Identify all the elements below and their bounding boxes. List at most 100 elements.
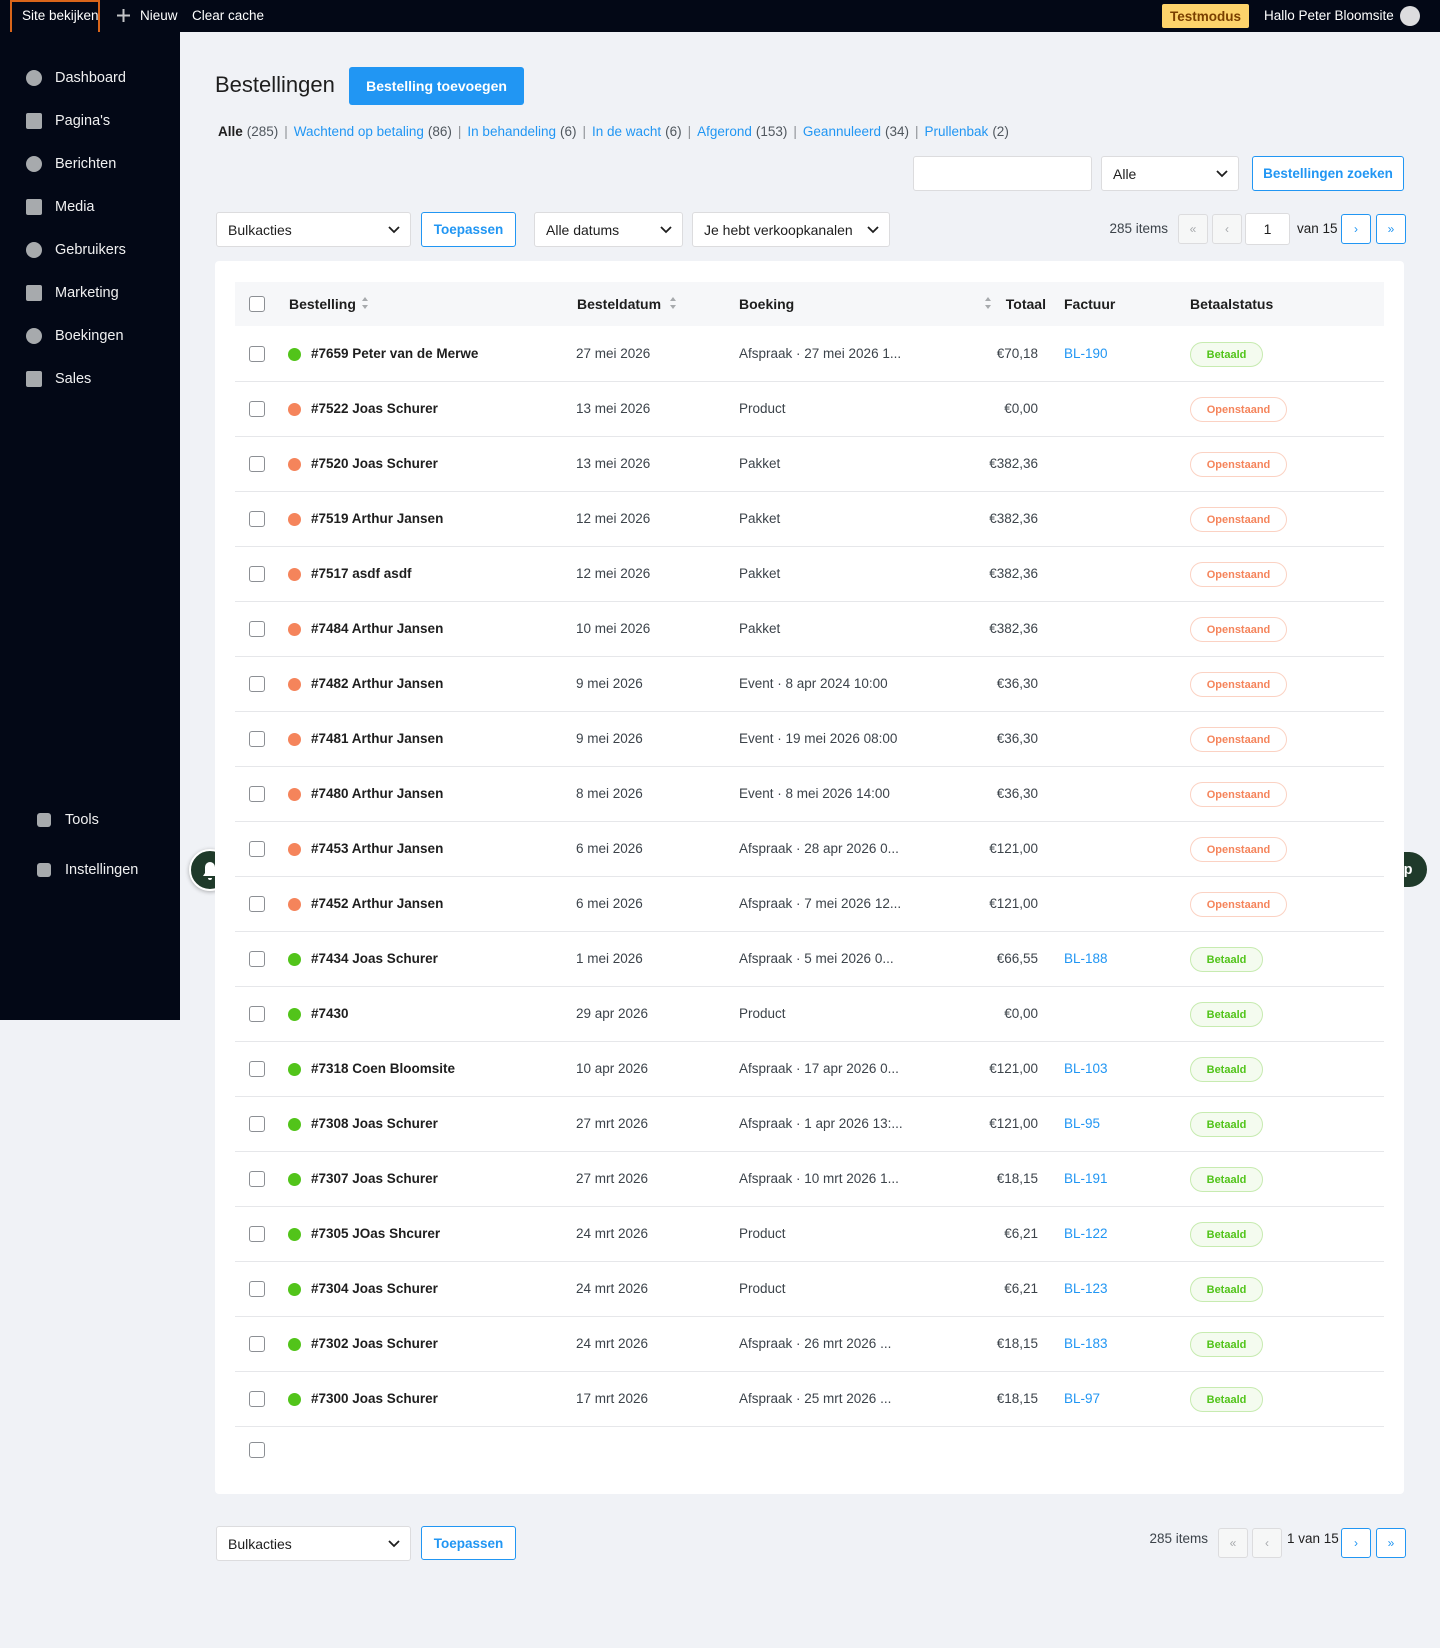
order-name[interactable]: #7430 <box>311 1006 349 1021</box>
menu-item[interactable]: Dashboard <box>0 62 180 94</box>
row-checkbox[interactable] <box>249 786 265 802</box>
menu-label[interactable]: Instellingen <box>65 862 139 878</box>
row-checkbox[interactable] <box>249 566 265 582</box>
row-checkbox[interactable] <box>249 1281 265 1297</box>
menu-item[interactable]: Instellingen <box>0 854 180 886</box>
status-select[interactable]: Alle <box>1101 156 1239 191</box>
apply-button[interactable]: Toepassen <box>421 1526 516 1560</box>
invoice-link[interactable]: BL-123 <box>1064 1281 1108 1296</box>
row-checkbox[interactable] <box>249 676 265 692</box>
menu-label[interactable]: Dashboard <box>55 70 126 86</box>
avatar[interactable] <box>1400 6 1420 26</box>
invoice-link[interactable]: BL-97 <box>1064 1391 1101 1406</box>
row-checkbox[interactable] <box>249 1061 265 1077</box>
page-nav[interactable]: » <box>1376 214 1406 244</box>
order-name[interactable]: #7481 Arthur Jansen <box>311 731 444 746</box>
row-checkbox[interactable] <box>249 346 265 362</box>
order-name[interactable]: #7305 JOas Shcurer <box>311 1226 441 1241</box>
order-name[interactable]: #7659 Peter van de Merwe <box>311 346 479 361</box>
column-header[interactable]: Bestelling <box>289 296 356 312</box>
menu-item[interactable]: Tools <box>0 804 180 836</box>
order-name[interactable]: #7519 Arthur Jansen <box>311 511 444 526</box>
row-checkbox[interactable] <box>249 1391 265 1407</box>
menu-label[interactable]: Media <box>55 199 95 215</box>
bulk-actions[interactable]: Bulkacties <box>216 212 411 247</box>
order-name[interactable]: #7517 asdf asdf <box>311 566 412 581</box>
menu-item[interactable]: Marketing <box>0 277 180 309</box>
order-name[interactable]: #7300 Joas Schurer <box>311 1391 438 1406</box>
invoice-link[interactable]: BL-190 <box>1064 346 1108 361</box>
bulk-actions[interactable]: Bulkacties <box>216 1526 411 1561</box>
order-name[interactable]: #7307 Joas Schurer <box>311 1171 438 1186</box>
row-checkbox[interactable] <box>249 401 265 417</box>
column-header[interactable]: Besteldatum <box>577 296 662 312</box>
row-checkbox[interactable] <box>249 896 265 912</box>
order-name[interactable]: #7302 Joas Schurer <box>311 1336 438 1351</box>
menu-label[interactable]: Pagina's <box>55 113 111 129</box>
menu-item[interactable]: Gebruikers <box>0 234 180 266</box>
order-name[interactable]: #7452 Arthur Jansen <box>311 896 444 911</box>
page-input[interactable]: 1 <box>1245 213 1290 245</box>
invoice-link[interactable]: BL-191 <box>1064 1171 1108 1186</box>
row-checkbox[interactable] <box>249 1226 265 1242</box>
filter-link[interactable]: Afgerond <box>697 124 752 139</box>
order-name[interactable]: #7482 Arthur Jansen <box>311 676 444 691</box>
menu-item[interactable]: Media <box>0 191 180 223</box>
menu-item[interactable]: Pagina's <box>0 105 180 137</box>
menu-label[interactable]: Boekingen <box>55 328 124 344</box>
select-all[interactable] <box>249 296 265 312</box>
row-checkbox[interactable] <box>249 511 265 527</box>
filter-link[interactable]: In behandeling <box>467 124 557 139</box>
filter-link[interactable]: In de wacht <box>592 124 662 139</box>
order-name[interactable]: #7480 Arthur Jansen <box>311 786 444 801</box>
new-link[interactable]: Nieuw <box>140 8 178 23</box>
channel-filter[interactable]: Je hebt verkoopkanalen <box>692 212 890 247</box>
date-filter[interactable]: Alle datums <box>534 212 683 247</box>
order-name[interactable]: #7318 Coen Bloomsite <box>311 1061 456 1076</box>
row-checkbox[interactable] <box>249 1006 265 1022</box>
page-nav[interactable]: › <box>1341 214 1371 244</box>
menu-item[interactable]: Sales <box>0 363 180 395</box>
page-nav[interactable]: » <box>1376 1528 1406 1558</box>
apply-button[interactable]: Toepassen <box>421 212 516 247</box>
row-checkbox[interactable] <box>249 456 265 472</box>
order-name[interactable]: #7520 Joas Schurer <box>311 456 438 471</box>
order-name[interactable]: #7484 Arthur Jansen <box>311 621 444 636</box>
row-checkbox[interactable] <box>249 951 265 967</box>
row-checkbox[interactable] <box>249 731 265 747</box>
row-checkbox[interactable] <box>249 1336 265 1352</box>
menu-label[interactable]: Berichten <box>55 156 117 172</box>
menu-label[interactable]: Sales <box>55 371 92 387</box>
menu-item[interactable]: Boekingen <box>0 320 180 352</box>
menu-label[interactable]: Tools <box>65 812 99 828</box>
invoice-link[interactable]: BL-103 <box>1064 1061 1108 1076</box>
add-order-button[interactable]: Bestelling toevoegen <box>349 67 524 105</box>
menu-item[interactable]: Berichten <box>0 148 180 180</box>
row-checkbox[interactable] <box>249 1116 265 1132</box>
greeting[interactable]: Hallo Peter Bloomsite <box>1264 8 1394 23</box>
menu-label[interactable]: Marketing <box>55 285 119 301</box>
filter-link[interactable]: Geannuleerd <box>802 124 881 139</box>
site-link[interactable]: Site bekijken <box>22 8 99 23</box>
filter-link[interactable]: Wachtend op betaling <box>293 124 424 139</box>
search-button[interactable]: Bestellingen zoeken <box>1252 156 1404 191</box>
order-name[interactable]: #7453 Arthur Jansen <box>311 841 444 856</box>
invoice-link[interactable]: BL-183 <box>1064 1336 1108 1351</box>
invoice-link[interactable]: BL-122 <box>1064 1226 1108 1241</box>
row-checkbox[interactable] <box>249 841 265 857</box>
page-nav[interactable]: › <box>1341 1528 1371 1558</box>
filter-link[interactable]: Prullenbak <box>924 124 989 139</box>
order-name[interactable]: #7308 Joas Schurer <box>311 1116 438 1131</box>
filter-link[interactable]: Alle <box>218 124 243 139</box>
invoice-link[interactable]: BL-188 <box>1064 951 1108 966</box>
invoice-link[interactable]: BL-95 <box>1064 1116 1101 1131</box>
order-name[interactable]: #7304 Joas Schurer <box>311 1281 438 1296</box>
order-name[interactable]: #7434 Joas Schurer <box>311 951 438 966</box>
menu-label[interactable]: Gebruikers <box>55 242 126 258</box>
row-checkbox[interactable] <box>249 1171 265 1187</box>
row-checkbox[interactable] <box>249 1442 265 1458</box>
order-name[interactable]: #7522 Joas Schurer <box>311 401 438 416</box>
cache-link[interactable]: Clear cache <box>192 8 265 23</box>
search-input[interactable] <box>913 156 1092 191</box>
row-checkbox[interactable] <box>249 621 265 637</box>
